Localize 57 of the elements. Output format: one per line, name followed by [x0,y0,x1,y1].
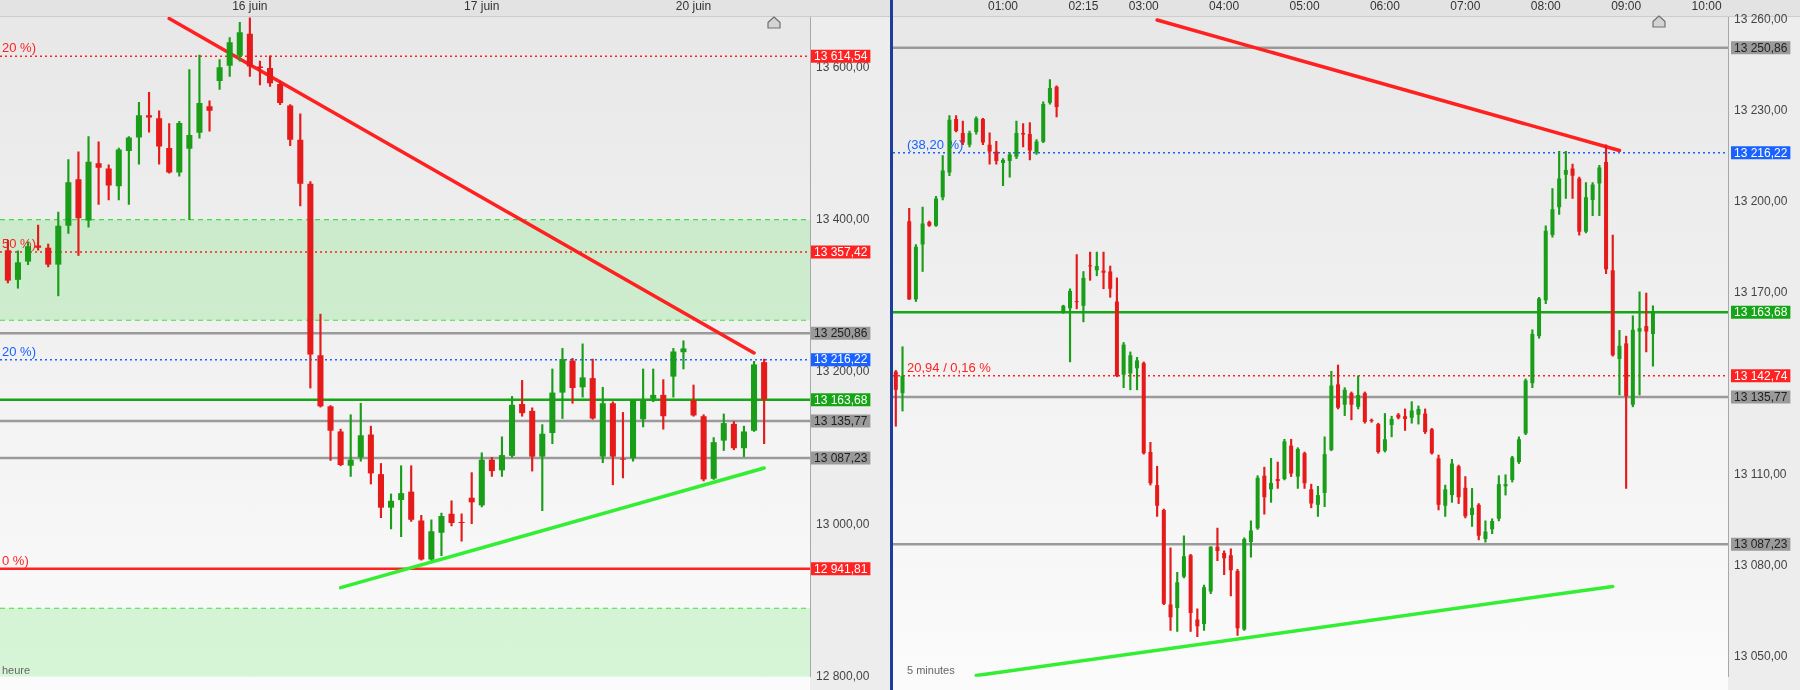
x-tick-label: 08:00 [1530,0,1562,14]
ref-line-label: 13 163,68 [1734,305,1788,320]
candlestick [680,340,687,370]
ref-line-label: 13 216,22 [814,352,868,367]
x-tick-label: 09:00 [1611,0,1642,14]
ref-line-label: 12 941,81 [814,561,868,576]
x-tick-label: 03:00 [1128,0,1160,14]
y-tick-label: 13 000,00 [816,516,870,531]
y-tick-label: 13 200,00 [1734,194,1788,209]
x-tick-label: 04:00 [1209,0,1240,14]
x-tick-label: 02:15 [1068,0,1099,14]
x-tick-label: 17 juin [464,0,500,14]
y-tick-label: 12 800,00 [816,669,870,684]
ref-line-label: 13 087,23 [1734,536,1788,551]
x-tick-label: 05:00 [1289,0,1320,14]
candlestick [1215,527,1220,561]
candlestick [619,412,626,479]
ref-line-label: 13 087,23 [814,450,868,465]
y-tick-label: 13 230,00 [1734,103,1788,118]
candlestick [448,500,455,527]
ref-line-label: 13 216,22 [1734,145,1788,160]
y-tick-label: 13 400,00 [816,211,870,226]
annotation: 20,94 / 0,16 % [907,359,992,375]
x-tick-label: 20 juin [675,0,712,14]
ref-line-label: 13 135,77 [814,413,868,428]
candlestick [1088,251,1093,281]
y-tick-label: 13 080,00 [1734,558,1788,573]
candlestick [1369,418,1374,423]
y-tick-label: 13 170,00 [1734,285,1788,300]
ref-line-label: 13 250,86 [814,326,868,341]
annotation: heure [2,663,31,676]
candlestick [900,346,905,412]
ref-line-label: 13 135,77 [1734,389,1788,404]
candlestick [206,100,213,132]
x-tick-label: 10:00 [1691,0,1722,14]
y-tick-label: 13 050,00 [1734,649,1788,664]
candlestick [458,513,465,542]
x-tick-label: 07:00 [1450,0,1481,14]
x-tick-label: 01:00 [988,0,1019,14]
candlestick [1617,330,1622,396]
annotation: 20 %) [2,343,36,359]
x-tick-label: 16 juin [232,0,268,14]
annotation: 0 %) [2,552,29,568]
candlestick [1168,547,1173,631]
y-tick-label: 13 260,00 [1734,12,1788,27]
candlestick [1074,254,1079,310]
y-tick-label: 13 200,00 [816,364,870,379]
ref-line-label: 13 142,74 [1734,368,1788,383]
ref-line-label: 13 614,54 [814,49,868,64]
annotation: 5 minutes [907,663,956,676]
ref-line-label: 13 163,68 [814,392,868,407]
candlestick [1570,163,1575,199]
y-tick-label: 13 110,00 [1734,467,1787,482]
annotation: 20 %) [2,40,36,56]
x-tick-label: 06:00 [1369,0,1401,14]
ref-line-label: 13 357,42 [814,244,868,259]
ref-line-label: 13 250,86 [1734,40,1788,55]
